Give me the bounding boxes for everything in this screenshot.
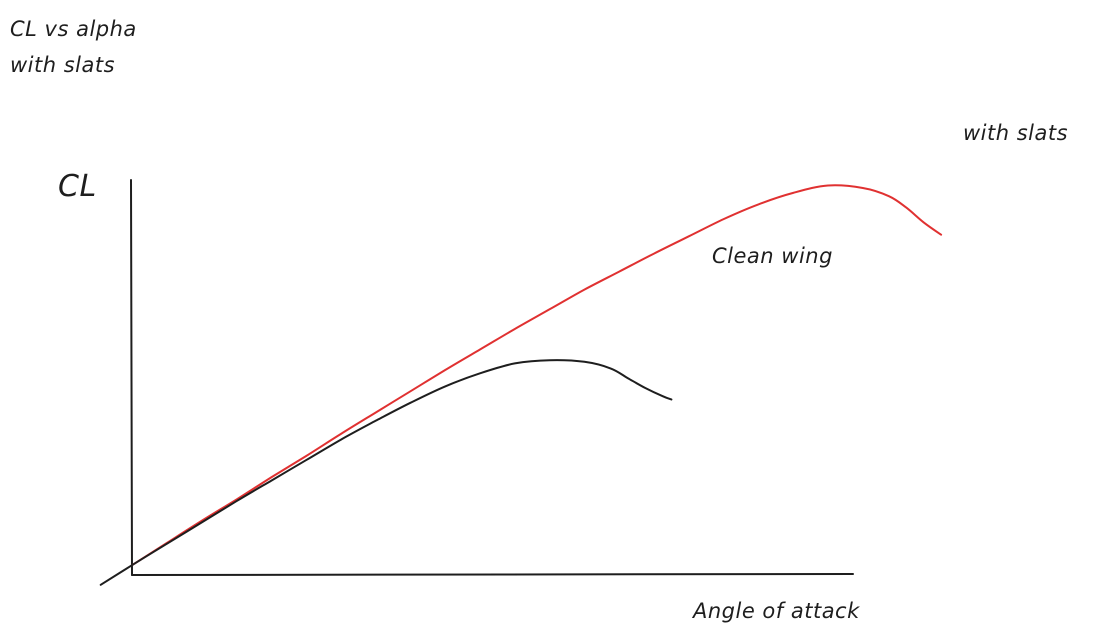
series-label-clean-wing: Clean wing xyxy=(712,244,833,268)
series-line-clean-wing xyxy=(99,359,673,586)
series-layer xyxy=(99,184,943,586)
series-line-with-slats xyxy=(131,184,943,567)
x-axis-label: Angle of attack xyxy=(691,599,860,623)
x-axis-line xyxy=(131,573,854,576)
y-axis-line xyxy=(130,179,133,576)
chart-title-line-2: with slats xyxy=(10,53,115,77)
series-label-with-slats: with slats xyxy=(963,121,1068,145)
chart-title-line-1: CL vs alpha xyxy=(10,17,137,41)
y-axis-label: CL xyxy=(58,169,97,204)
